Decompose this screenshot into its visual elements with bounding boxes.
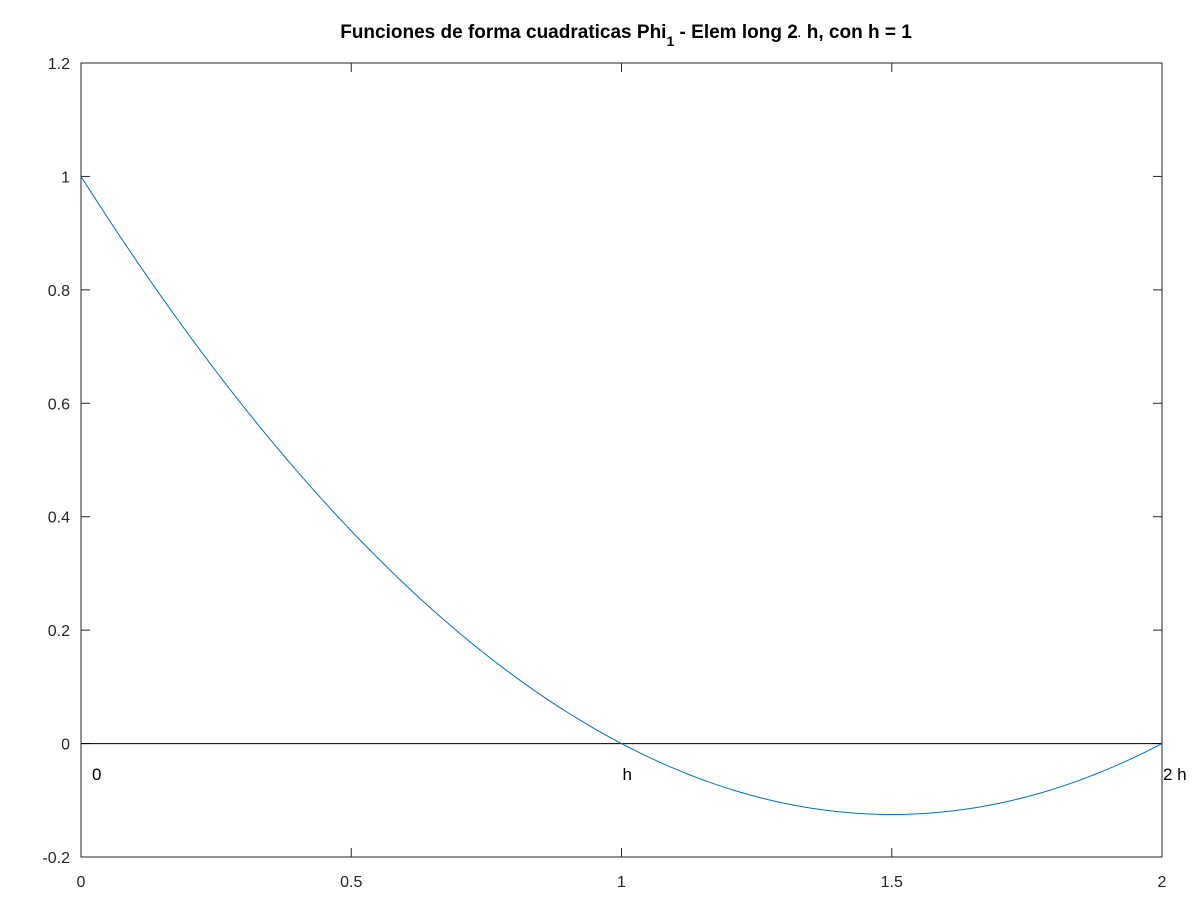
annotation-label: 2 h	[1163, 765, 1187, 784]
y-tick-label: 0.4	[48, 510, 70, 527]
y-tick-label: 1	[61, 169, 70, 186]
y-tick-label: 1.2	[48, 56, 70, 73]
chart-title: Funciones de forma cuadraticas Phi1 - El…	[340, 22, 912, 49]
x-tick-label: 0	[77, 874, 86, 891]
series-line	[80, 176, 1163, 815]
axes-box	[80, 62, 1163, 858]
y-tick-label: 0.8	[48, 283, 70, 300]
y-tick-label: -0.2	[42, 850, 70, 867]
x-tick-label: 1	[617, 874, 626, 891]
annotation-label: h	[623, 765, 632, 784]
y-tick-label: 0	[61, 737, 70, 754]
x-tick-label: 2	[1158, 874, 1167, 891]
x-tick-label: 0.5	[340, 874, 362, 891]
y-tick-label: 0.2	[48, 623, 70, 640]
y-tick-label: 0.6	[48, 396, 70, 413]
x-tick-label: 1.5	[881, 874, 903, 891]
annotation-label: 0	[92, 765, 101, 784]
